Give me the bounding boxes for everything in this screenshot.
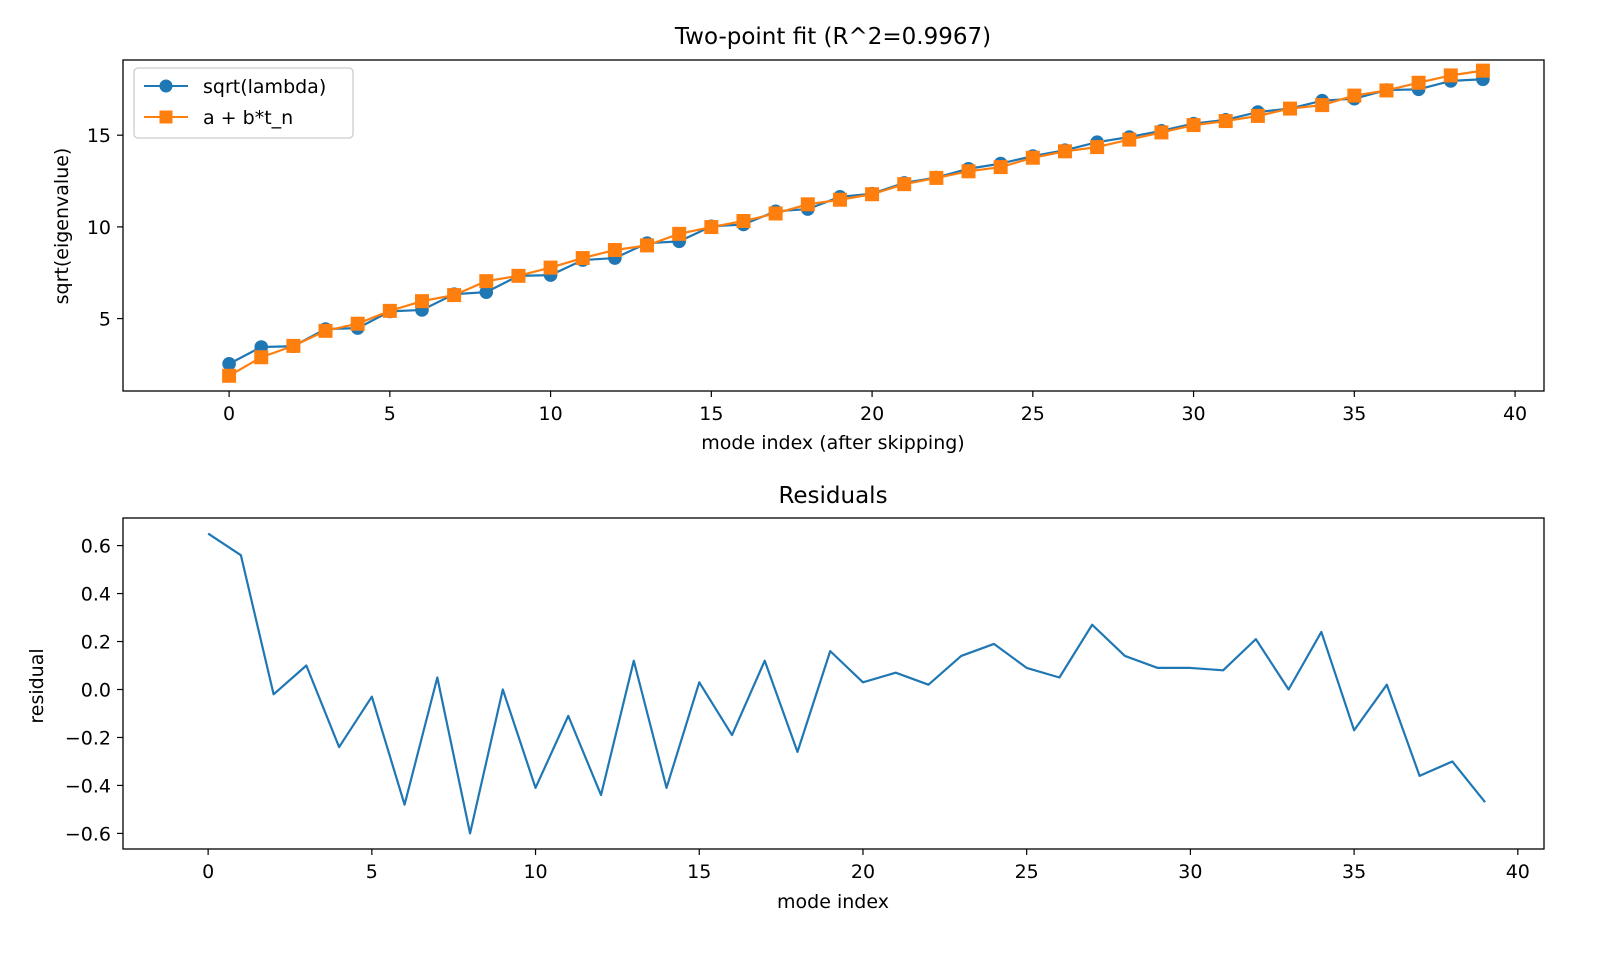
point-fit: [222, 368, 237, 383]
x-tick-label: 15: [699, 403, 723, 425]
point-fit: [414, 294, 429, 309]
residuals-plot-area: [207, 532, 1486, 835]
x-tick-label: 0: [223, 403, 235, 425]
legend-marker-circle: [159, 79, 173, 93]
point-fit: [1057, 144, 1072, 159]
residuals-x-axis-label: mode index: [777, 891, 889, 913]
fit-title: Two-point fit (R^2=0.9967): [674, 24, 991, 50]
point-fit: [1186, 118, 1201, 133]
y-tick-label: 0.0: [81, 679, 111, 701]
point-fit: [1025, 150, 1040, 165]
point-fit: [897, 177, 912, 192]
x-tick-label: 40: [1503, 403, 1527, 425]
x-tick-label: 10: [538, 403, 562, 425]
point-fit: [318, 323, 333, 338]
point-fit: [1283, 101, 1298, 116]
y-tick-label: 5: [99, 309, 111, 331]
residuals-title: Residuals: [778, 483, 887, 509]
point-fit: [607, 242, 622, 257]
point-fit: [961, 164, 976, 179]
series-line-fit: [228, 69, 1484, 377]
x-tick-label: 35: [1342, 403, 1366, 425]
x-tick-label: 20: [851, 861, 875, 883]
point-fit: [736, 214, 751, 229]
y-tick-label: −0.2: [65, 727, 111, 749]
point-fit: [1122, 132, 1137, 147]
residuals-x-axis: 0 5 10 15 20 25 30 35 40: [202, 849, 1530, 883]
legend-label-fit: a + b*t_n: [203, 107, 293, 129]
point-fit: [1475, 63, 1490, 78]
y-tick-label: 15: [87, 125, 111, 147]
fit-y-axis: 5 10 15: [87, 125, 123, 331]
series-line-residual: [207, 532, 1486, 835]
x-tick-label: 40: [1506, 861, 1530, 883]
fit-legend: sqrt(lambda) a + b*t_n: [133, 67, 354, 139]
residuals-axes-frame: [122, 517, 1545, 850]
x-tick-label: 10: [523, 861, 547, 883]
point-fit: [1347, 88, 1362, 103]
fit-x-axis: 0 5 10 15 20 25 30 35 40: [223, 391, 1527, 425]
point-fit: [1443, 68, 1458, 83]
point-fit: [865, 187, 880, 202]
point-fit: [543, 260, 558, 275]
point-fit: [575, 251, 590, 266]
point-fit: [382, 303, 397, 318]
y-tick-label: 0.2: [81, 632, 111, 654]
point-fit: [1315, 98, 1330, 113]
x-tick-label: 30: [1178, 861, 1202, 883]
fit-x-axis-label: mode index (after skipping): [701, 432, 964, 454]
fit-panel: Two-point fit (R^2=0.9967) 0 5 10 15 20 25 30 3…: [51, 24, 1545, 454]
y-tick-label: 0.6: [81, 536, 111, 558]
x-tick-label: 25: [1021, 403, 1045, 425]
point-fit: [800, 197, 815, 212]
x-tick-label: 5: [384, 403, 396, 425]
point-fit: [479, 274, 494, 289]
legend-label-sqrt-lambda: sqrt(lambda): [203, 76, 326, 98]
series-line-sqrt-lambda: [228, 78, 1483, 365]
x-tick-label: 0: [202, 861, 214, 883]
point-fit: [929, 170, 944, 185]
point-fit: [447, 288, 462, 303]
point-fit: [511, 268, 526, 283]
x-tick-label: 15: [687, 861, 711, 883]
x-tick-label: 35: [1342, 861, 1366, 883]
point-fit: [832, 192, 847, 207]
legend-box: [133, 67, 354, 139]
legend-marker-square: [159, 110, 173, 124]
point-fit: [640, 238, 655, 253]
legend-entry-sqrt-lambda: sqrt(lambda): [144, 76, 326, 98]
point-fit: [1250, 108, 1265, 123]
y-tick-label: 10: [87, 217, 111, 239]
point-fit: [1218, 114, 1233, 129]
fit-y-axis-label: sqrt(eigenvalue): [51, 148, 73, 305]
y-tick-label: 0.4: [81, 584, 111, 606]
point-fit: [1411, 75, 1426, 90]
point-fit: [1379, 83, 1394, 98]
point-fit: [993, 160, 1008, 175]
legend-entry-fit: a + b*t_n: [144, 107, 293, 129]
point-sqrt-lambda: [479, 285, 494, 299]
point-fit: [672, 226, 687, 241]
point-fit: [254, 350, 269, 365]
residuals-panel: Residuals 0 5 10 15 20 25 30 35 40 −0.6 −0.4 −0.2 0…: [26, 483, 1545, 913]
point-fit: [286, 338, 301, 353]
x-tick-label: 20: [860, 403, 884, 425]
point-sqrt-lambda: [222, 357, 236, 371]
point-fit: [704, 220, 719, 235]
y-tick-label: −0.6: [65, 823, 111, 845]
residuals-y-axis-label: residual: [26, 648, 48, 723]
point-fit: [1154, 125, 1169, 140]
x-tick-label: 5: [366, 861, 378, 883]
x-tick-label: 25: [1015, 861, 1039, 883]
residuals-y-axis: −0.6 −0.4 −0.2 0.0 0.2 0.4 0.6: [65, 536, 123, 845]
point-fit: [768, 206, 783, 221]
point-fit: [1090, 140, 1105, 155]
fit-axes-frame: [122, 59, 1545, 392]
y-tick-label: −0.4: [65, 775, 111, 797]
x-tick-label: 30: [1181, 403, 1205, 425]
point-fit: [350, 316, 365, 331]
fit-plot-area: [222, 63, 1490, 383]
